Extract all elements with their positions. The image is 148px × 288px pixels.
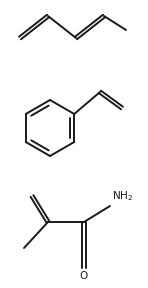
Text: O: O bbox=[80, 271, 88, 281]
Text: NH$_2$: NH$_2$ bbox=[112, 189, 133, 203]
